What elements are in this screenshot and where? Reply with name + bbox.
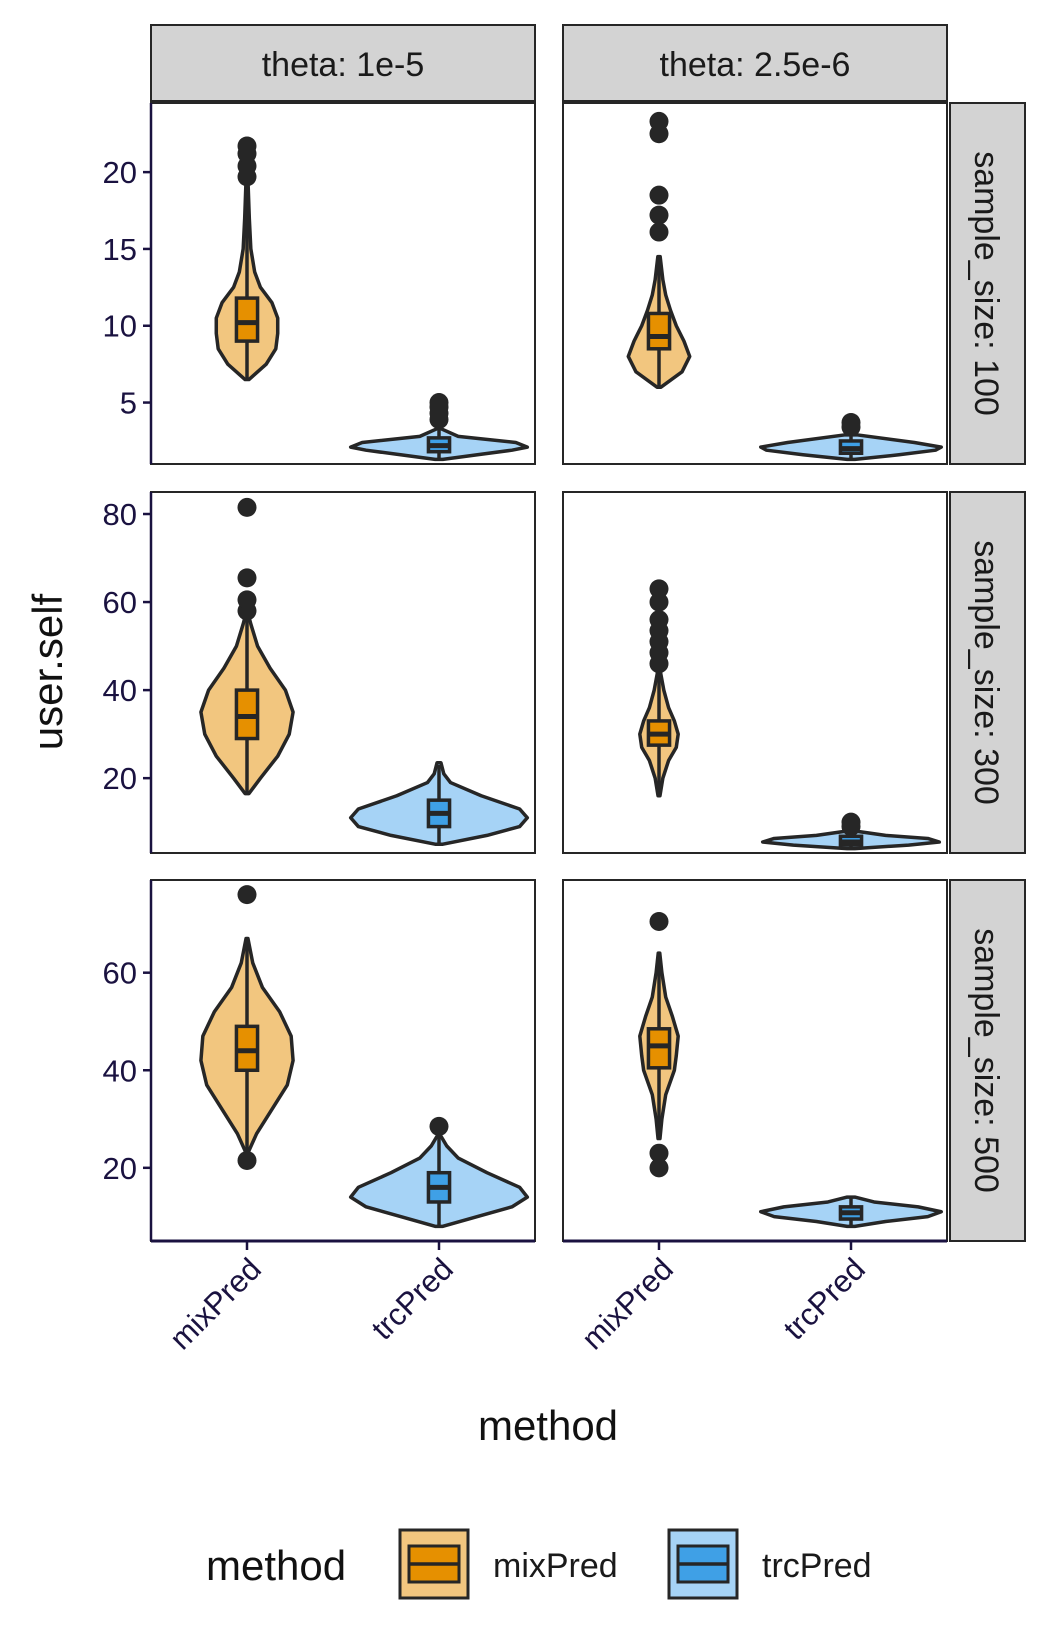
- panel-n300-theta_1e5: [150, 491, 536, 854]
- legend-label-mixPred: mixPred: [493, 1547, 618, 1585]
- y-tick-label: 80: [103, 497, 137, 532]
- panel-n500-theta_25e6: [562, 879, 948, 1242]
- group-mixPred: [638, 579, 680, 798]
- outlier-point: [841, 413, 861, 433]
- y-tick-label: 40: [103, 673, 137, 708]
- strip-label-theta-1e5: theta: 1e-5: [262, 46, 425, 84]
- outlier-point: [649, 111, 669, 131]
- outlier-point: [649, 592, 669, 612]
- box-mixPred: [646, 311, 672, 351]
- outlier-point: [237, 136, 257, 156]
- panel-n500-theta_1e5: [150, 879, 536, 1242]
- row-strip-n500: sample_size: 500: [949, 879, 1026, 1242]
- y-tick-label: 40: [103, 1053, 137, 1088]
- y-axes: 5 10 15 20 20 40 60 80 20 40 60: [103, 103, 153, 1241]
- x-tick-label: mixPred: [575, 1251, 680, 1356]
- outlier-point: [237, 568, 257, 588]
- y-tick-label: 60: [103, 585, 137, 620]
- outlier-point: [649, 1158, 669, 1178]
- panel-background: [562, 102, 948, 465]
- outlier-point: [429, 393, 449, 413]
- facet-panels: [150, 102, 948, 1242]
- y-axis-title: user.self: [24, 593, 71, 750]
- y-axis-n300: 20 40 60 80: [103, 492, 153, 853]
- legend-label-trcPred: trcPred: [762, 1547, 872, 1585]
- group-mixPred: [638, 911, 680, 1178]
- panel-n100-theta_25e6: [562, 102, 948, 465]
- group-trcPred: [348, 761, 530, 846]
- column-strip-theta-2-5e6: theta: 2.5e-6: [562, 24, 948, 102]
- strip-label-n500: sample_size: 500: [967, 928, 1005, 1193]
- outlier-point: [649, 185, 669, 205]
- strip-label-n100: sample_size: 100: [967, 151, 1005, 416]
- outlier-point: [237, 590, 257, 610]
- x-tick-label: mixPred: [163, 1251, 268, 1356]
- panel-background: [562, 879, 948, 1242]
- row-strip-n300: sample_size: 300: [949, 491, 1026, 854]
- y-tick-label: 20: [103, 155, 137, 190]
- x-axis-theta_1e5: mixPred trcPred: [151, 1239, 535, 1356]
- group-mixPred: [199, 497, 295, 796]
- column-strips: theta: 1e-5 theta: 2.5e-6: [150, 24, 948, 102]
- y-tick-label: 10: [103, 309, 137, 344]
- group-trcPred: [348, 1116, 530, 1229]
- y-axis-n500: 20 40 60: [103, 880, 153, 1241]
- panel-n100-theta_1e5: [150, 102, 536, 465]
- group-mixPred: [214, 136, 280, 382]
- outlier-point: [429, 1116, 449, 1136]
- outlier-point: [841, 812, 861, 832]
- y-tick-label: 15: [103, 232, 137, 267]
- y-tick-label: 20: [103, 761, 137, 796]
- panel-n300-theta_25e6: [562, 491, 948, 854]
- x-tick-label: trcPred: [777, 1251, 872, 1346]
- y-axis-n100: 5 10 15 20: [103, 103, 153, 464]
- outlier-point: [649, 610, 669, 630]
- group-mixPred: [199, 885, 295, 1171]
- outlier-point: [649, 911, 669, 931]
- group-mixPred: [626, 111, 692, 389]
- outlier-point: [237, 1151, 257, 1171]
- outlier-point: [649, 579, 669, 599]
- column-strip-theta-1e5: theta: 1e-5: [150, 24, 536, 102]
- panel-background: [150, 102, 536, 465]
- strip-label-n300: sample_size: 300: [967, 540, 1005, 805]
- x-axis-title: method: [478, 1402, 618, 1449]
- legend-title: method: [206, 1542, 346, 1589]
- legend-key-mixPred: [398, 1528, 470, 1600]
- y-tick-label: 60: [103, 956, 137, 991]
- group-trcPred: [759, 1195, 943, 1229]
- legend-key-trcPred: [667, 1528, 739, 1600]
- outlier-point: [237, 885, 257, 905]
- row-strip-n100: sample_size: 100: [949, 102, 1026, 465]
- outlier-point: [649, 1143, 669, 1163]
- group-trcPred: [348, 393, 530, 462]
- group-trcPred: [760, 812, 942, 851]
- x-axis: mixPred trcPred mixPred trcPred: [151, 1239, 947, 1356]
- panel-background: [562, 491, 948, 854]
- row-strips: sample_size: 100 sample_size: 300 sample…: [949, 102, 1026, 1242]
- outlier-point: [649, 222, 669, 242]
- box-mixPred: [234, 296, 260, 343]
- y-tick-label: 5: [120, 386, 137, 421]
- x-axis-theta_25e6: mixPred trcPred: [563, 1239, 947, 1356]
- legend: method mixPred trcPred: [206, 1528, 872, 1600]
- x-tick-label: trcPred: [365, 1251, 460, 1346]
- y-tick-label: 20: [103, 1151, 137, 1186]
- outlier-point: [237, 497, 257, 517]
- outlier-point: [649, 205, 669, 225]
- strip-label-theta-2-5e6: theta: 2.5e-6: [660, 46, 851, 84]
- group-trcPred: [759, 413, 943, 462]
